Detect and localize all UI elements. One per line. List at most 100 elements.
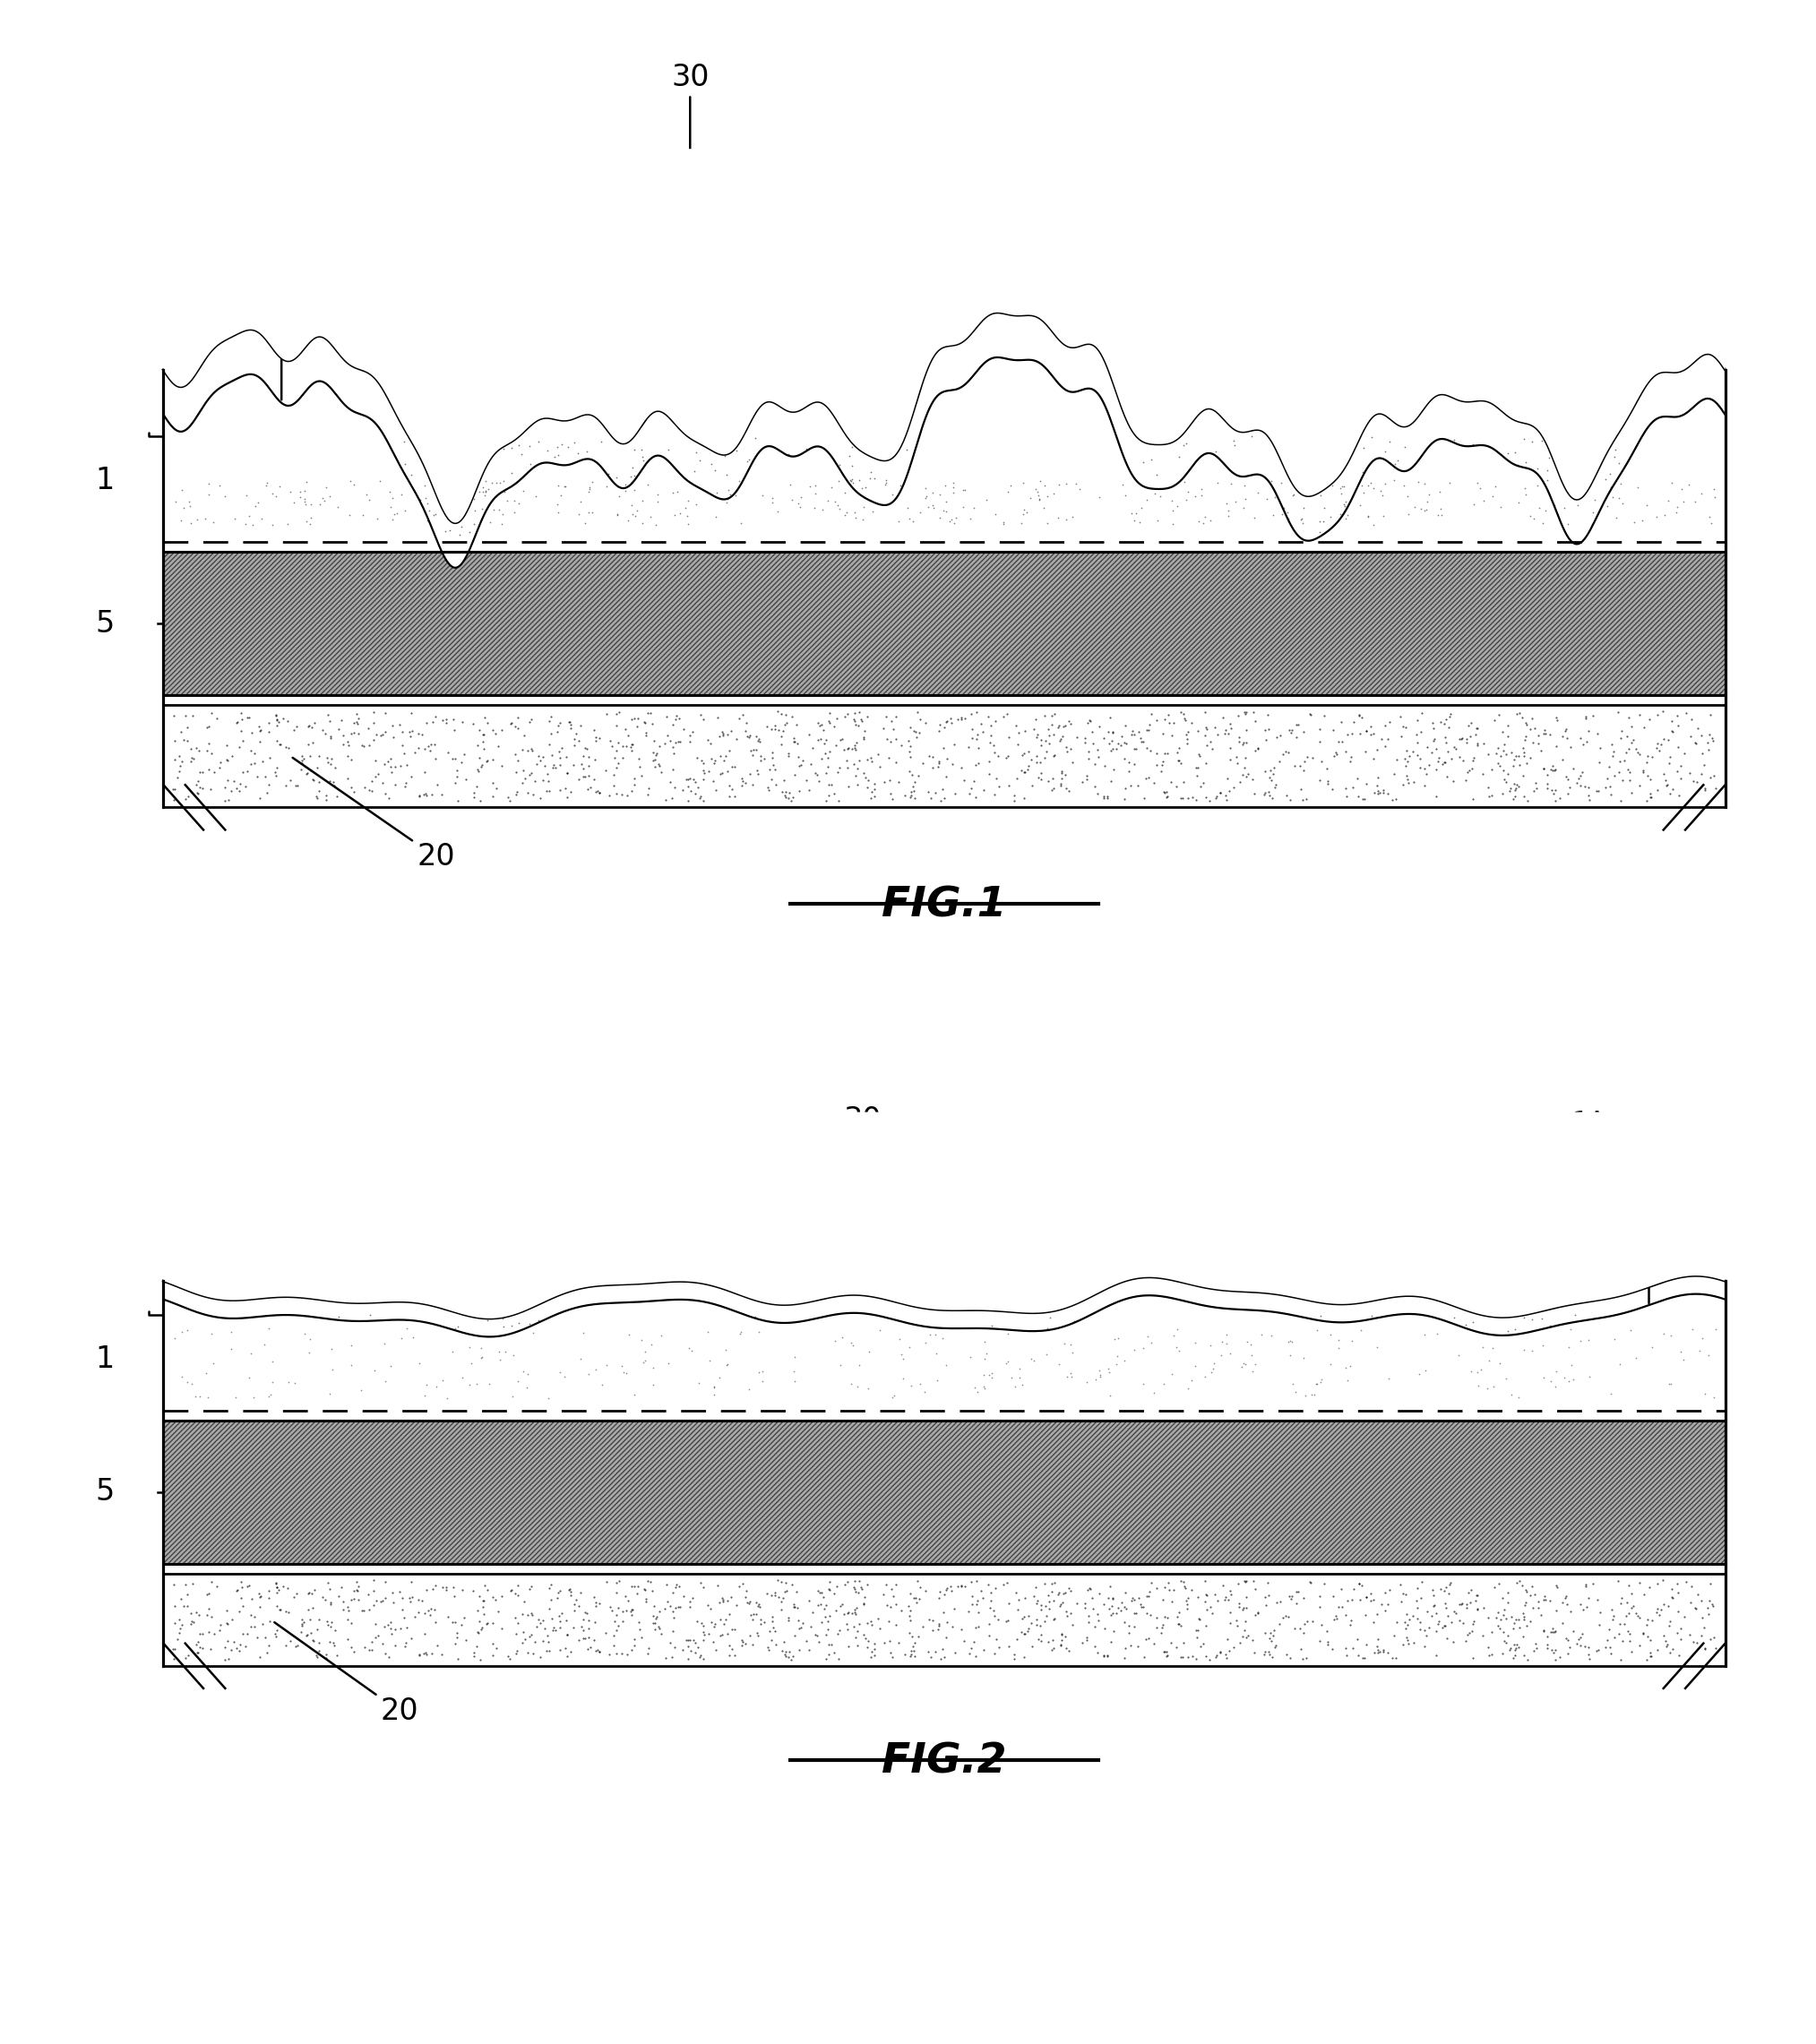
Point — [777, 1335, 806, 1367]
Point — [231, 507, 260, 540]
Point — [298, 1578, 327, 1611]
Point — [895, 1639, 924, 1672]
Point — [1609, 507, 1638, 540]
Point — [1515, 499, 1544, 531]
Point — [1480, 495, 1509, 527]
Point — [1569, 728, 1598, 760]
Point — [739, 734, 768, 766]
Point — [1489, 1625, 1518, 1658]
Point — [574, 740, 603, 773]
Point — [1493, 1314, 1522, 1347]
Point — [1115, 1617, 1144, 1650]
Point — [1182, 1621, 1211, 1654]
Point — [461, 1629, 490, 1662]
Point — [349, 1594, 378, 1627]
Point — [1061, 1308, 1090, 1341]
Point — [1039, 1566, 1068, 1598]
Point — [717, 713, 746, 746]
Point — [332, 1623, 361, 1656]
Point — [1406, 1613, 1435, 1645]
Point — [603, 750, 632, 783]
Point — [915, 1318, 944, 1351]
Point — [1665, 750, 1694, 783]
Point — [1520, 1386, 1549, 1419]
Point — [1527, 423, 1556, 456]
Point — [1111, 478, 1140, 511]
Point — [1209, 717, 1239, 750]
Point — [1102, 732, 1131, 764]
Point — [732, 446, 761, 478]
Point — [160, 773, 189, 805]
Point — [933, 705, 962, 738]
Point — [258, 1365, 287, 1398]
Point — [804, 1625, 834, 1658]
Point — [834, 1613, 863, 1645]
Point — [1255, 1635, 1284, 1668]
Point — [234, 499, 263, 531]
Point — [643, 486, 672, 519]
Point — [795, 435, 824, 468]
Point — [1013, 1598, 1042, 1631]
Point — [370, 503, 400, 536]
Point — [1153, 1639, 1182, 1672]
Point — [574, 474, 603, 507]
Point — [1184, 1602, 1213, 1635]
Point — [1489, 1592, 1518, 1625]
Point — [1090, 466, 1119, 499]
Point — [552, 486, 581, 519]
Point — [1044, 1576, 1073, 1609]
Point — [1233, 1619, 1262, 1652]
Point — [1280, 750, 1309, 783]
Point — [1119, 1611, 1148, 1643]
Point — [703, 476, 732, 509]
Point — [292, 505, 321, 538]
Point — [472, 707, 501, 740]
Point — [1033, 1312, 1062, 1345]
Point — [779, 726, 808, 758]
Point — [274, 732, 303, 764]
Point — [639, 1607, 668, 1639]
Point — [1026, 464, 1055, 497]
Point — [1106, 730, 1135, 762]
Point — [487, 713, 516, 746]
Point — [1327, 1314, 1357, 1347]
Point — [1260, 480, 1289, 513]
Point — [469, 748, 498, 781]
Point — [1013, 1615, 1042, 1647]
Point — [160, 744, 189, 777]
Point — [897, 1635, 926, 1668]
Point — [823, 482, 852, 515]
Point — [185, 1335, 214, 1367]
Point — [814, 742, 843, 775]
Point — [1467, 1382, 1496, 1414]
Point — [1182, 760, 1211, 793]
Point — [1013, 1335, 1042, 1367]
Point — [1642, 1596, 1671, 1629]
Point — [1694, 1598, 1723, 1631]
Point — [726, 1316, 755, 1349]
Point — [906, 1367, 935, 1400]
Point — [1691, 1384, 1720, 1416]
Point — [1357, 1300, 1386, 1333]
Point — [1636, 762, 1665, 795]
Point — [1585, 1310, 1614, 1343]
Point — [972, 1337, 1001, 1369]
Point — [238, 509, 267, 542]
Point — [1308, 505, 1337, 538]
Point — [774, 783, 803, 816]
Point — [788, 503, 817, 536]
Point — [1273, 503, 1302, 536]
Point — [1574, 771, 1604, 803]
Point — [458, 454, 487, 486]
Point — [932, 760, 961, 793]
Point — [1159, 1574, 1188, 1607]
Point — [182, 509, 211, 542]
Point — [1398, 1598, 1427, 1631]
Point — [627, 1621, 656, 1654]
Point — [1667, 458, 1696, 491]
Point — [1184, 738, 1213, 771]
Point — [1505, 1611, 1535, 1643]
Point — [1061, 437, 1090, 470]
Point — [498, 1310, 527, 1343]
Point — [311, 472, 340, 505]
